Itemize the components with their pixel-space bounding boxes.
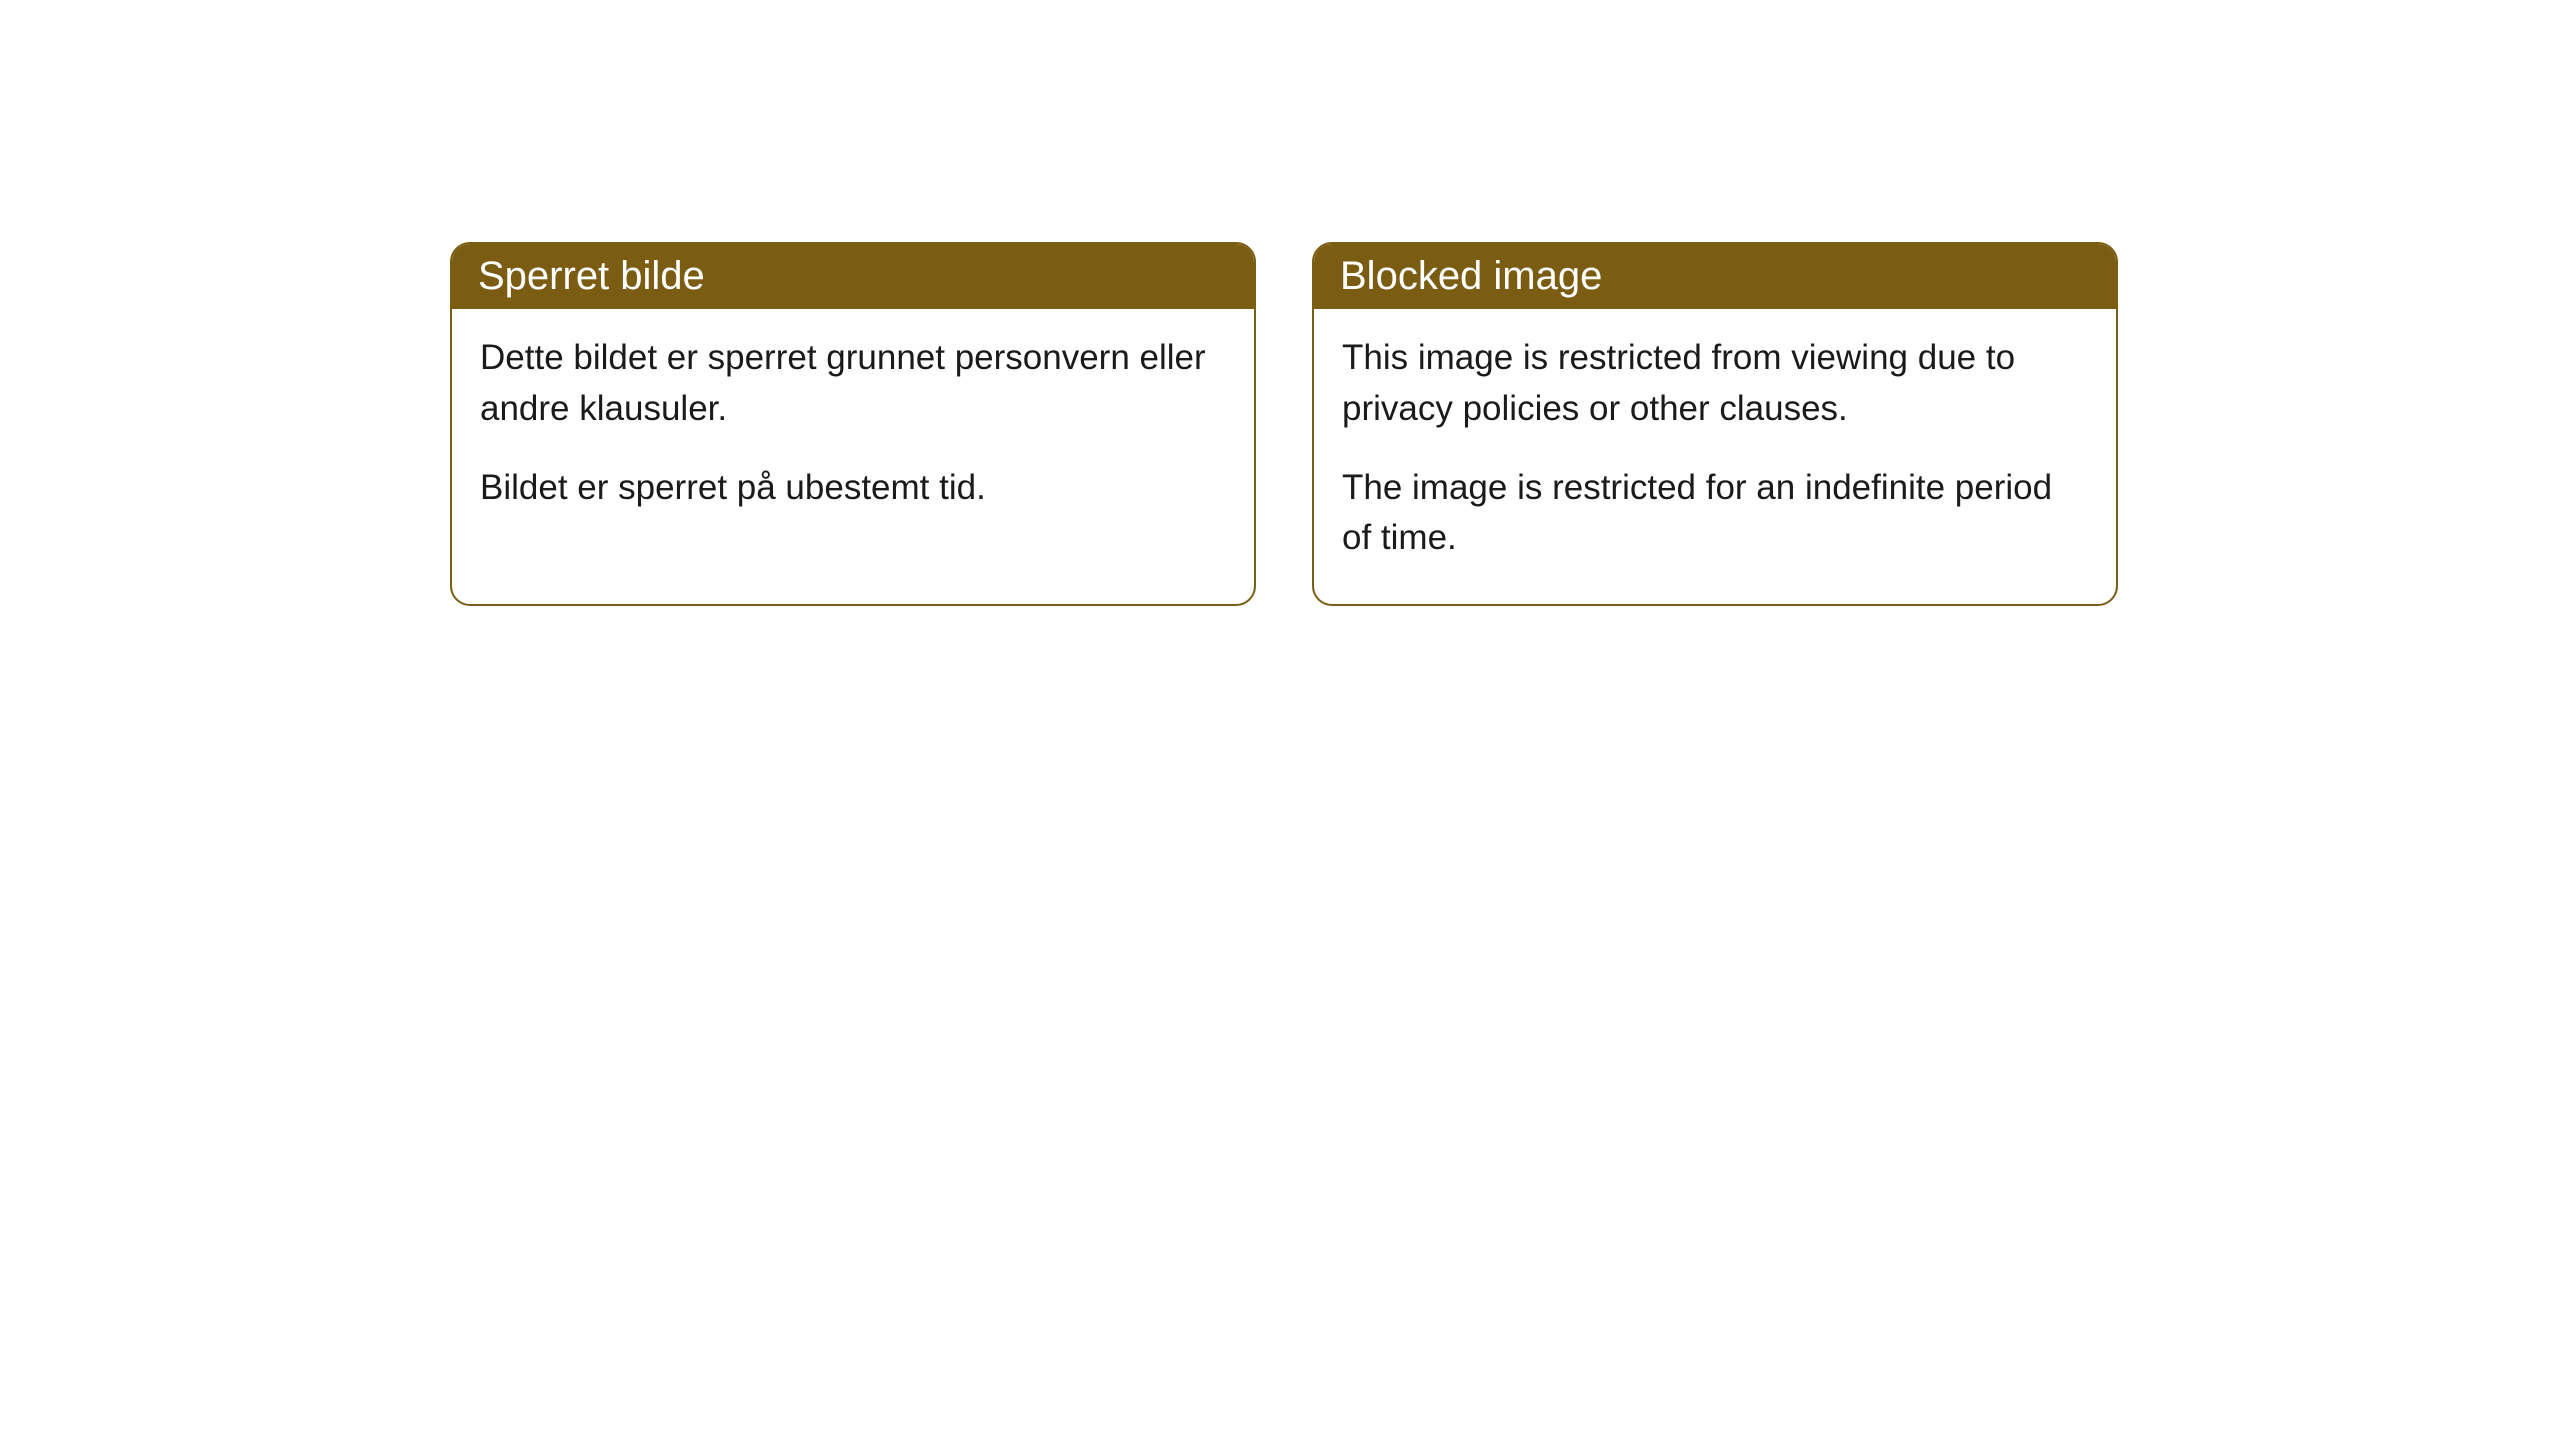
notice-card-norwegian: Sperret bilde Dette bildet er sperret gr… bbox=[450, 242, 1256, 606]
card-header: Blocked image bbox=[1314, 244, 2116, 309]
card-title: Blocked image bbox=[1340, 254, 1602, 298]
card-header: Sperret bilde bbox=[452, 244, 1254, 309]
card-paragraph: The image is restricted for an indefinit… bbox=[1342, 463, 2088, 565]
card-title: Sperret bilde bbox=[478, 254, 705, 298]
card-paragraph: This image is restricted from viewing du… bbox=[1342, 333, 2088, 435]
card-body: This image is restricted from viewing du… bbox=[1314, 309, 2116, 604]
card-paragraph: Bildet er sperret på ubestemt tid. bbox=[480, 463, 1226, 514]
card-body: Dette bildet er sperret grunnet personve… bbox=[452, 309, 1254, 553]
notice-card-english: Blocked image This image is restricted f… bbox=[1312, 242, 2118, 606]
card-paragraph: Dette bildet er sperret grunnet personve… bbox=[480, 333, 1226, 435]
notice-container: Sperret bilde Dette bildet er sperret gr… bbox=[0, 0, 2560, 606]
